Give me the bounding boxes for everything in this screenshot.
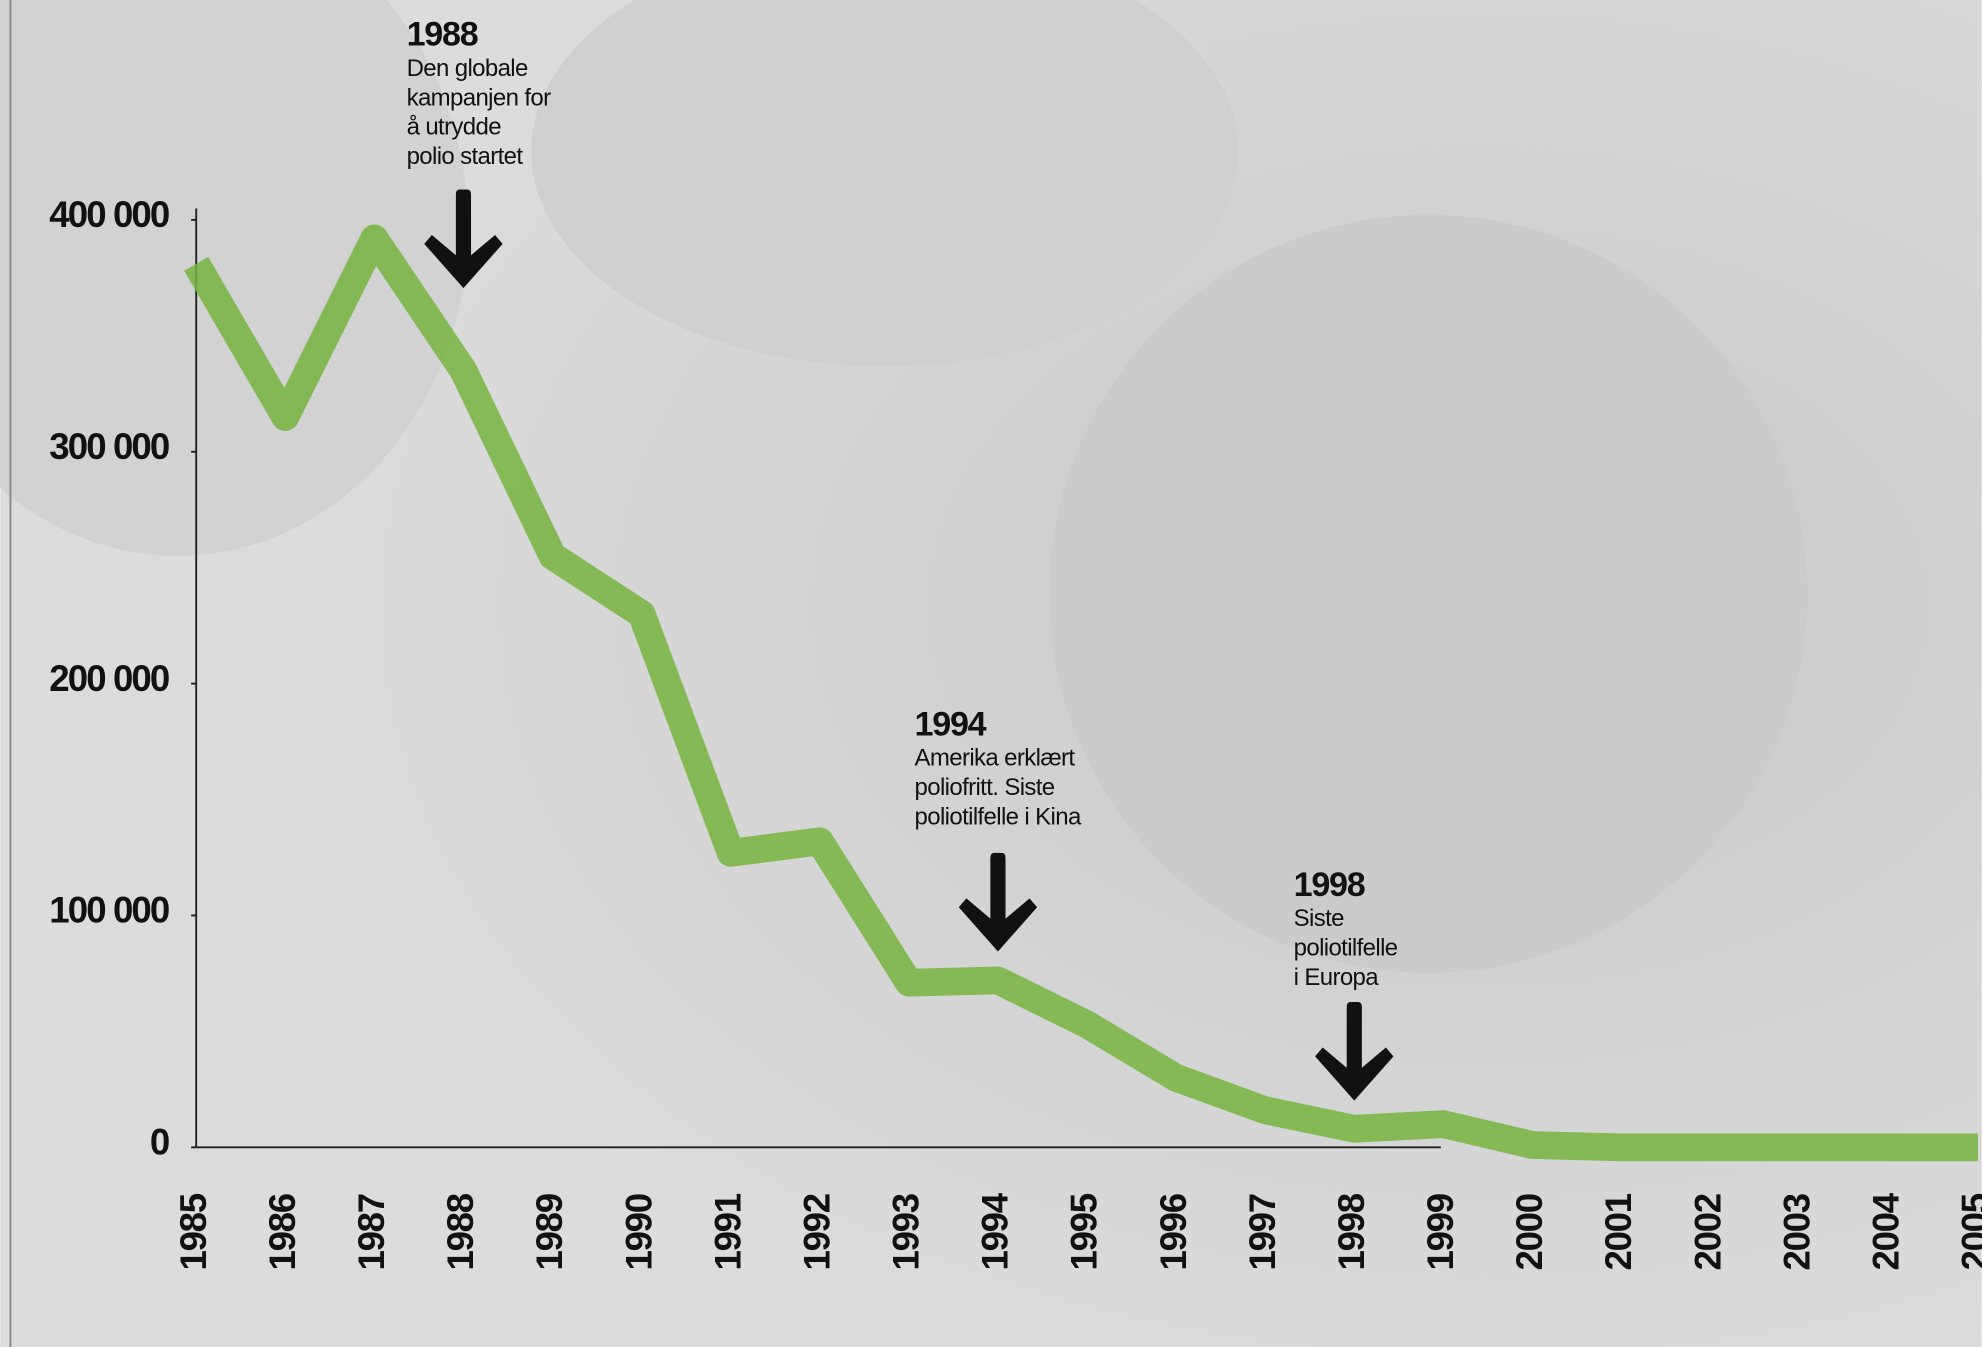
x-tick-label: 2004 xyxy=(1865,1192,1906,1270)
photo-shape xyxy=(1049,215,1807,973)
x-tick-label: 1993 xyxy=(886,1193,927,1270)
annotation-title: 1994 xyxy=(915,705,987,743)
annotation-title: 1998 xyxy=(1294,866,1365,904)
x-tick-label: 1991 xyxy=(707,1193,748,1270)
annotation-text: poliotilfelle i Kina xyxy=(915,804,1082,831)
x-tick-label: 1986 xyxy=(262,1193,303,1270)
x-tick-label: 1999 xyxy=(1420,1193,1461,1270)
x-tick-label: 1988 xyxy=(440,1193,481,1270)
y-tick-label: 200 000 xyxy=(49,658,169,699)
chart: 0 100 000 200 000 300 000 400 000 1985 1986 198… xyxy=(0,0,1982,1347)
x-tick-label: 1985 xyxy=(173,1193,214,1270)
x-tick-label: 1996 xyxy=(1153,1193,1194,1270)
annotation-text: Den globale xyxy=(407,55,528,82)
x-tick-label: 2003 xyxy=(1776,1193,1817,1270)
x-tick-label: 1992 xyxy=(796,1194,837,1270)
annotation-title: 1988 xyxy=(407,15,478,53)
x-tick-label: 1997 xyxy=(1242,1194,1283,1270)
x-tick-label: 1989 xyxy=(529,1193,570,1270)
x-tick-label: 1998 xyxy=(1331,1193,1372,1270)
x-tick-label: 2001 xyxy=(1598,1193,1639,1270)
y-tick-label: 300 000 xyxy=(49,426,169,467)
x-tick-label: 2005 xyxy=(1955,1193,1982,1270)
annotation-text: poliofritt. Siste xyxy=(915,774,1055,801)
y-tick-label: 400 000 xyxy=(49,194,169,235)
annotation-text: poliotilfelle xyxy=(1294,935,1398,962)
annotation-text: polio startet xyxy=(407,143,524,170)
y-tick-label: 100 000 xyxy=(49,890,169,931)
x-tick-label: 1987 xyxy=(351,1194,392,1270)
annotation-text: Amerika erklært xyxy=(915,745,1076,772)
y-tick-label: 0 xyxy=(150,1121,169,1162)
x-tick-label: 1990 xyxy=(618,1194,659,1270)
x-tick-label: 1994 xyxy=(975,1192,1016,1270)
x-tick-label: 2000 xyxy=(1509,1194,1550,1270)
x-tick-label: 2002 xyxy=(1687,1194,1728,1270)
annotation-text: i Europa xyxy=(1294,964,1380,991)
annotation-text: Siste xyxy=(1294,905,1344,932)
annotation-text: kampanjen for xyxy=(407,84,552,111)
annotation-text: å utrydde xyxy=(407,114,502,141)
x-tick-label: 1995 xyxy=(1064,1193,1105,1270)
